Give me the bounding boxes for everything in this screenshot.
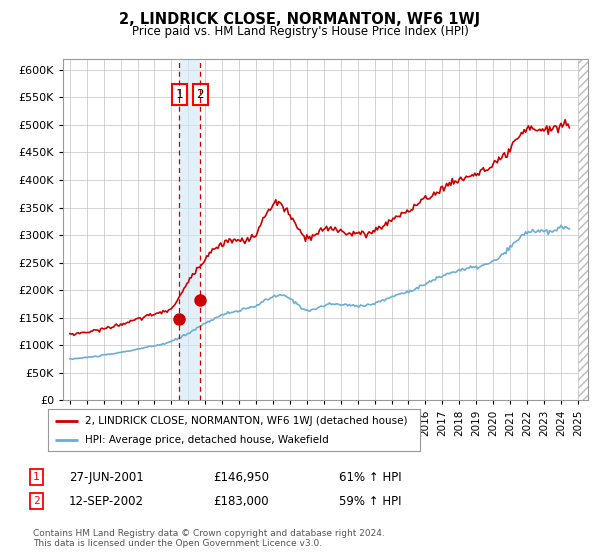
Text: Price paid vs. HM Land Registry's House Price Index (HPI): Price paid vs. HM Land Registry's House … [131,25,469,38]
Text: £183,000: £183,000 [213,494,269,508]
Text: HPI: Average price, detached house, Wakefield: HPI: Average price, detached house, Wake… [85,435,329,445]
Text: 61% ↑ HPI: 61% ↑ HPI [339,470,401,484]
Text: 27-JUN-2001: 27-JUN-2001 [69,470,144,484]
Text: 12-SEP-2002: 12-SEP-2002 [69,494,144,508]
Text: 2, LINDRICK CLOSE, NORMANTON, WF6 1WJ (detached house): 2, LINDRICK CLOSE, NORMANTON, WF6 1WJ (d… [85,416,408,426]
Text: 59% ↑ HPI: 59% ↑ HPI [339,494,401,508]
Text: 2, LINDRICK CLOSE, NORMANTON, WF6 1WJ: 2, LINDRICK CLOSE, NORMANTON, WF6 1WJ [119,12,481,27]
Text: 2: 2 [197,88,204,101]
Bar [578,59,588,400]
Text: £146,950: £146,950 [213,470,269,484]
Text: Contains HM Land Registry data © Crown copyright and database right 2024.
This d: Contains HM Land Registry data © Crown c… [33,529,385,548]
Text: 1: 1 [33,472,40,482]
Text: 2: 2 [33,496,40,506]
Text: 1: 1 [175,88,183,101]
Bar [578,59,588,400]
Bar [179,59,200,400]
